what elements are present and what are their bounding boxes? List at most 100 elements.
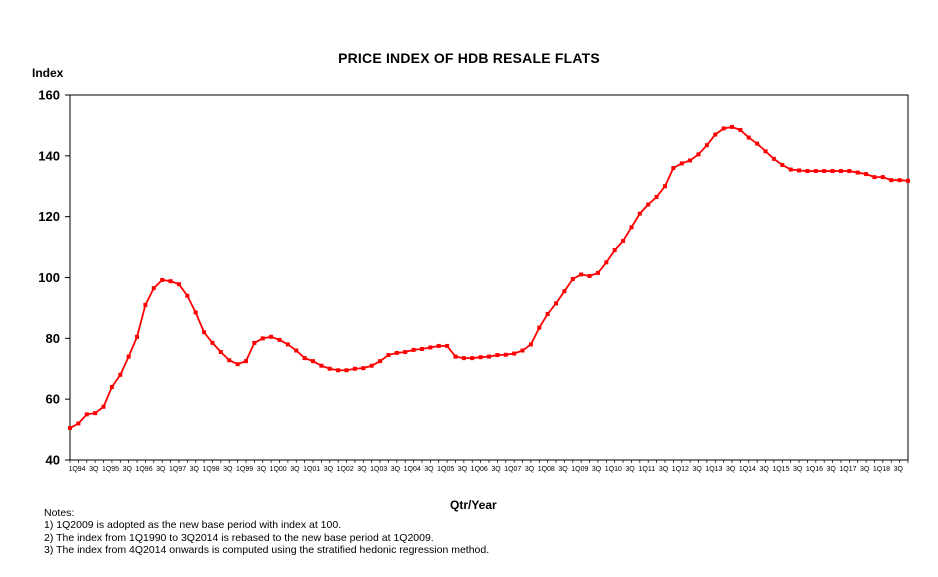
data-point — [84, 412, 89, 417]
data-point — [847, 169, 852, 174]
x-tick-label: 3Q — [525, 466, 535, 473]
data-point — [68, 426, 72, 431]
data-point — [721, 126, 726, 131]
x-tick-label: 3Q — [659, 466, 669, 473]
data-point — [394, 350, 399, 355]
data-point — [780, 162, 785, 167]
data-point — [906, 178, 910, 183]
data-point — [185, 293, 190, 298]
x-tick-label: 1Q15 — [772, 466, 789, 473]
data-point — [109, 385, 114, 389]
data-point — [872, 175, 877, 180]
y-tick-label: 120 — [38, 209, 60, 224]
series-layer — [68, 124, 910, 431]
data-point — [679, 161, 684, 166]
data-point — [352, 366, 357, 371]
x-tick-label: 1Q01 — [303, 466, 320, 473]
data-point — [570, 277, 575, 282]
data-point — [805, 169, 810, 174]
data-point — [612, 248, 617, 253]
data-point — [554, 301, 559, 306]
data-point — [76, 421, 81, 426]
data-point — [411, 347, 416, 352]
data-point — [771, 156, 776, 161]
data-point — [889, 178, 894, 183]
x-tick-label: 3Q — [391, 466, 401, 473]
data-point — [662, 184, 667, 189]
data-point — [168, 279, 173, 284]
data-point — [503, 352, 508, 357]
x-tick-label: 3Q — [257, 466, 267, 473]
data-point — [378, 359, 383, 364]
x-tick-label: 1Q97 — [169, 466, 186, 473]
x-tick-label: 3Q — [558, 466, 568, 473]
data-point — [512, 351, 517, 356]
x-tick-label: 1Q16 — [806, 466, 823, 473]
x-tick-label: 1Q07 — [504, 466, 521, 473]
data-point — [202, 330, 207, 335]
data-point — [227, 358, 232, 363]
x-tick-label: 3Q — [357, 466, 367, 473]
y-tick-label: 40 — [46, 453, 60, 468]
x-tick-label: 3Q — [156, 466, 166, 473]
x-tick-label: 1Q95 — [102, 466, 119, 473]
data-point — [344, 368, 349, 373]
y-tick-label: 80 — [46, 331, 60, 346]
data-point — [822, 169, 827, 174]
x-tick-label: 3Q — [759, 466, 769, 473]
x-tick-label: 3Q — [424, 466, 434, 473]
data-point — [604, 260, 609, 265]
data-point — [302, 356, 307, 361]
x-tick-label: 3Q — [123, 466, 133, 473]
data-point — [461, 356, 466, 361]
x-tick-label: 3Q — [860, 466, 870, 473]
data-point — [294, 348, 299, 353]
x-tick-label: 1Q14 — [739, 466, 756, 473]
data-point — [285, 342, 290, 347]
data-point — [637, 211, 642, 216]
x-tick-label: 1Q17 — [839, 466, 856, 473]
chart-title: PRICE INDEX OF HDB RESALE FLATS — [338, 50, 600, 66]
data-point — [218, 350, 223, 355]
data-point — [260, 336, 265, 341]
data-point — [579, 272, 584, 277]
x-tick-label: 1Q05 — [437, 466, 454, 473]
x-tick-label: 1Q98 — [203, 466, 220, 473]
data-point — [495, 353, 500, 358]
data-point — [730, 124, 735, 129]
data-point — [277, 337, 282, 342]
data-point — [419, 346, 424, 351]
data-point — [151, 286, 156, 291]
data-point — [587, 273, 592, 278]
x-tick-label: 3Q — [290, 466, 300, 473]
x-tick-label: 1Q00 — [270, 466, 287, 473]
data-point — [838, 169, 843, 174]
x-axis: 1Q94 3Q 1Q95 3Q 1Q96 3Q 1Q97 3Q 1Q98 3Q 1Q99 3Q 1Q00… — [68, 460, 909, 473]
x-tick-label: 3Q — [894, 466, 904, 473]
data-point — [403, 350, 408, 355]
data-point — [671, 166, 676, 170]
y-tick-label: 100 — [38, 270, 60, 285]
data-point — [269, 334, 274, 339]
x-tick-label: 1Q94 — [68, 466, 85, 473]
x-tick-label: 1Q03 — [370, 466, 387, 473]
x-tick-label: 1Q12 — [672, 466, 689, 473]
x-axis-label: Qtr/Year — [450, 498, 497, 512]
data-point — [880, 175, 885, 180]
data-point — [562, 289, 567, 294]
plot-area-frame — [69, 94, 909, 461]
x-tick-label: 1Q04 — [404, 466, 421, 473]
x-tick-label: 1Q08 — [538, 466, 555, 473]
notes-heading: Notes: — [44, 507, 75, 519]
x-tick-label: 1Q11 — [639, 466, 656, 473]
x-tick-label: 3Q — [625, 466, 635, 473]
x-tick-label: 3Q — [793, 466, 803, 473]
data-point — [629, 225, 634, 230]
data-point — [235, 362, 240, 367]
x-tick-label: 1Q10 — [605, 466, 622, 473]
x-tick-label: 3Q — [89, 466, 99, 473]
x-tick-label: 1Q99 — [236, 466, 253, 473]
x-tick-label: 1Q13 — [705, 466, 722, 473]
x-tick-label: 3Q — [692, 466, 702, 473]
